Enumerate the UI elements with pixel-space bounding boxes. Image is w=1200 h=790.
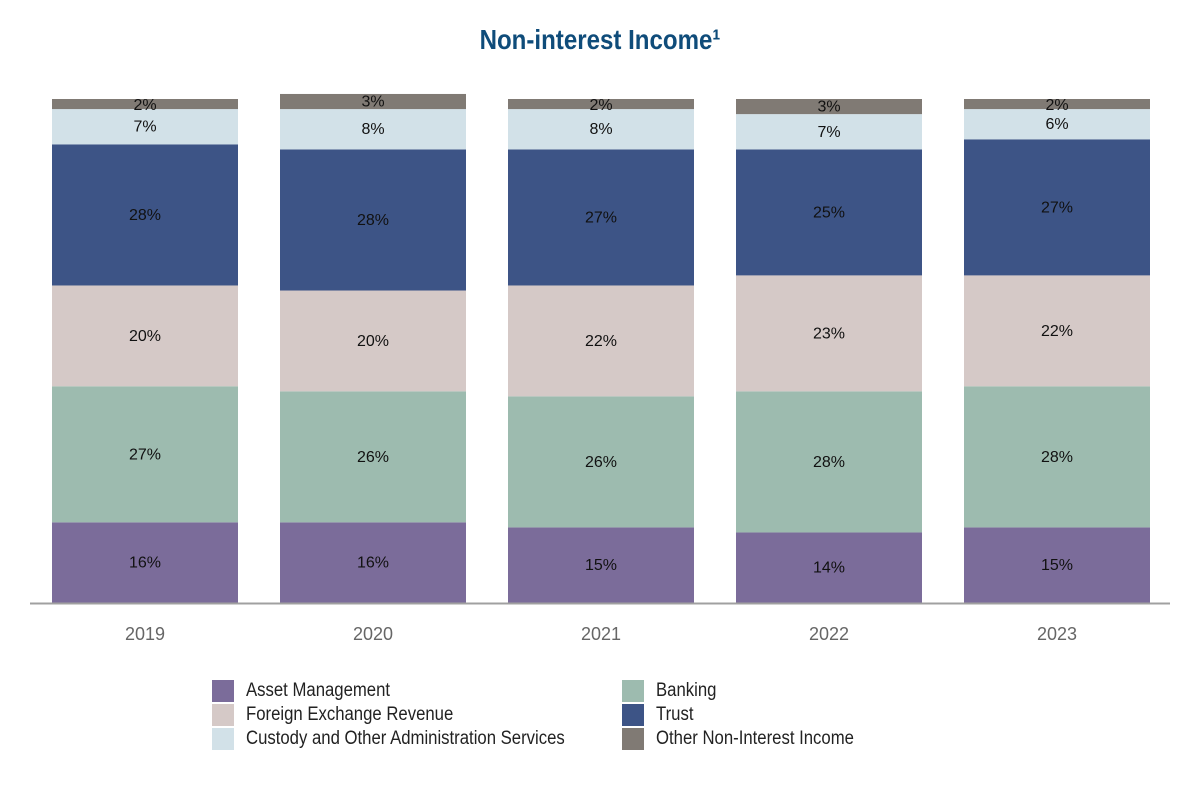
chart-title: Non-interest Income¹ [479, 24, 721, 55]
data-label-2022-4: 7% [817, 124, 840, 141]
bar-segment-2023-3 [964, 139, 1150, 276]
bar-segment-2022-4 [736, 114, 922, 150]
bar-segment-2021-4 [508, 109, 694, 150]
bar-segment-2022-5 [736, 99, 922, 115]
data-label-2021-5: 2% [589, 97, 612, 114]
bar-segment-2020-3 [280, 149, 466, 291]
bar-segment-2020-1 [280, 391, 466, 523]
data-label-2022-5: 3% [817, 99, 840, 116]
bar-segment-2021-0 [508, 527, 694, 603]
data-label-2023-2: 22% [1041, 323, 1073, 340]
bar-segment-2020-5 [280, 93, 466, 110]
legend-label: Foreign Exchange Revenue [246, 704, 454, 725]
legend-item-custody: Custody and Other Administration Service… [212, 728, 622, 750]
data-label-2020-3: 28% [357, 212, 389, 229]
bar-segment-2022-1 [736, 391, 922, 533]
legend-swatch-banking [622, 680, 644, 702]
data-label-2020-2: 20% [357, 333, 389, 350]
data-label-2021-2: 22% [585, 333, 617, 350]
legend-item-asset-management: Asset Management [212, 680, 622, 702]
bar-segment-2021-3 [508, 149, 694, 286]
legend-swatch-custody [212, 728, 234, 750]
bar-segment-2022-3 [736, 149, 922, 276]
legend-swatch-trust [622, 704, 644, 726]
data-label-2023-5: 2% [1045, 97, 1068, 114]
data-label-2022-0: 14% [813, 560, 845, 577]
data-label-2023-0: 15% [1041, 557, 1073, 574]
legend-swatch-other-non-interest [622, 728, 644, 750]
bar-segment-2019-2 [52, 285, 238, 387]
legend-item-foreign-exchange: Foreign Exchange Revenue [212, 704, 622, 726]
legend-swatch-foreign-exchange [212, 704, 234, 726]
data-label-2019-5: 2% [133, 97, 156, 114]
data-label-2020-1: 26% [357, 449, 389, 466]
data-label-2020-0: 16% [357, 555, 389, 572]
bar-segment-2021-5 [508, 99, 694, 110]
data-label-2021-0: 15% [585, 557, 617, 574]
legend-item-banking: Banking [622, 680, 902, 702]
legend-label: Custody and Other Administration Service… [246, 728, 565, 749]
data-label-2023-1: 28% [1041, 449, 1073, 466]
data-label-2020-4: 8% [361, 121, 384, 138]
data-label-2019-0: 16% [129, 555, 161, 572]
bar-segment-2019-0 [52, 522, 238, 603]
legend-label: Banking [656, 680, 717, 701]
data-label-2022-1: 28% [813, 454, 845, 471]
bar-segment-2023-1 [964, 386, 1150, 528]
bar-segment-2023-0 [964, 527, 1150, 603]
data-label-2019-2: 20% [129, 328, 161, 345]
bar-segment-2019-3 [52, 144, 238, 286]
data-label-2022-3: 25% [813, 204, 845, 221]
data-label-2021-1: 26% [585, 454, 617, 471]
legend: Asset Management Banking Foreign Exchang… [212, 680, 912, 750]
legend-label: Asset Management [246, 680, 391, 701]
legend-swatch-asset-management [212, 680, 234, 702]
x-tick-label-2019: 2019 [125, 624, 165, 644]
bar-segment-2019-5 [52, 99, 238, 110]
bar-segment-2020-0 [280, 522, 466, 603]
bar-segment-2020-2 [280, 290, 466, 392]
x-tick-label-2023: 2023 [1037, 624, 1077, 644]
bar-segment-2019-4 [52, 109, 238, 145]
stacked-bar-chart: 16% 27% 20% 28% 7% 2% 2019 16% 26% 20% 28% 8% 3% 2020… [30, 93, 1170, 644]
bar-segment-2021-2 [508, 285, 694, 397]
bar-segment-2022-0 [736, 532, 922, 603]
x-tick-label-2021: 2021 [581, 624, 621, 644]
x-tick-label-2020: 2020 [353, 624, 393, 644]
bar-segment-2023-4 [964, 109, 1150, 140]
data-label-2022-2: 23% [813, 325, 845, 342]
data-label-2021-3: 27% [585, 209, 617, 226]
legend-label: Trust [656, 704, 694, 725]
bar-segment-2023-5 [964, 99, 1150, 110]
bar-segment-2020-4 [280, 109, 466, 150]
legend-label: Other Non-Interest Income [656, 728, 854, 749]
legend-item-trust: Trust [622, 704, 902, 726]
data-label-2019-3: 28% [129, 207, 161, 224]
data-label-2019-1: 27% [129, 446, 161, 463]
bar-segment-2021-1 [508, 396, 694, 528]
bar-segment-2023-2 [964, 275, 1150, 387]
legend-item-other-non-interest: Other Non-Interest Income [622, 728, 902, 750]
x-tick-label-2022: 2022 [809, 624, 849, 644]
data-label-2021-4: 8% [589, 121, 612, 138]
bar-segment-2019-1 [52, 386, 238, 523]
data-label-2019-4: 7% [133, 119, 156, 136]
data-label-2020-5: 3% [361, 94, 384, 111]
data-label-2023-3: 27% [1041, 199, 1073, 216]
data-label-2023-4: 6% [1045, 116, 1068, 133]
bar-segment-2022-2 [736, 275, 922, 392]
